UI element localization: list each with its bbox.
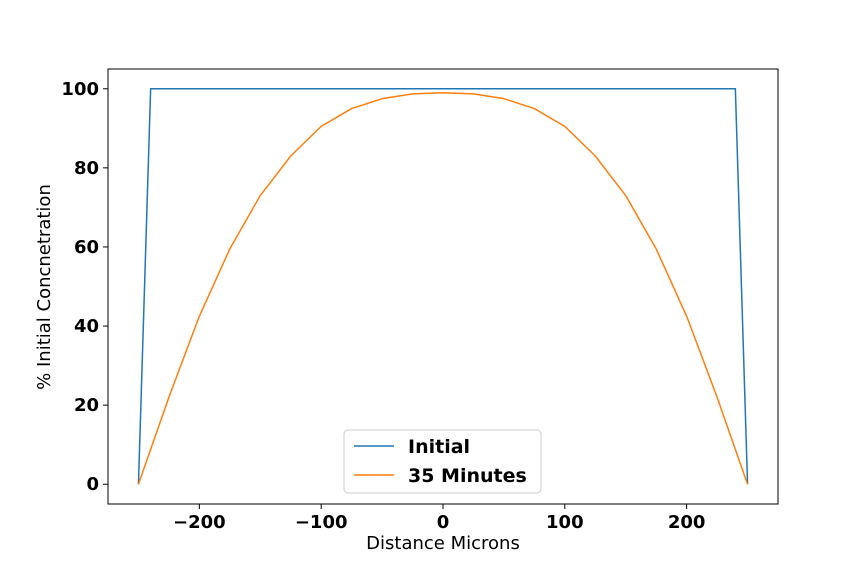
series-line-initial [137, 88, 749, 485]
y-axis-label: % Initial Concnetration [34, 184, 55, 390]
y-tick-label: 0 [86, 474, 99, 495]
x-axis-label: Distance Microns [366, 533, 520, 554]
x-tick-label: 200 [668, 512, 706, 533]
y-axis: 0 20 40 60 80 100 [61, 79, 108, 495]
y-tick-label: 20 [74, 395, 99, 416]
x-tick-label: 0 [437, 512, 450, 533]
x-tick-label: −200 [173, 512, 226, 533]
legend: Initial 35 Minutes [343, 429, 542, 494]
legend-label-35-minutes: 35 Minutes [408, 465, 527, 487]
x-tick-label: −100 [295, 512, 348, 533]
x-axis: −200 −100 0 100 200 [173, 504, 705, 533]
y-tick-label: 40 [74, 316, 99, 337]
x-tick-label: 100 [546, 512, 584, 533]
series-layer [137, 88, 749, 485]
legend-label-initial: Initial [408, 436, 470, 458]
y-tick-label: 100 [61, 79, 99, 100]
y-tick-label: 60 [74, 237, 99, 258]
series-line-35-minutes [137, 91, 749, 485]
y-tick-label: 80 [74, 158, 99, 179]
